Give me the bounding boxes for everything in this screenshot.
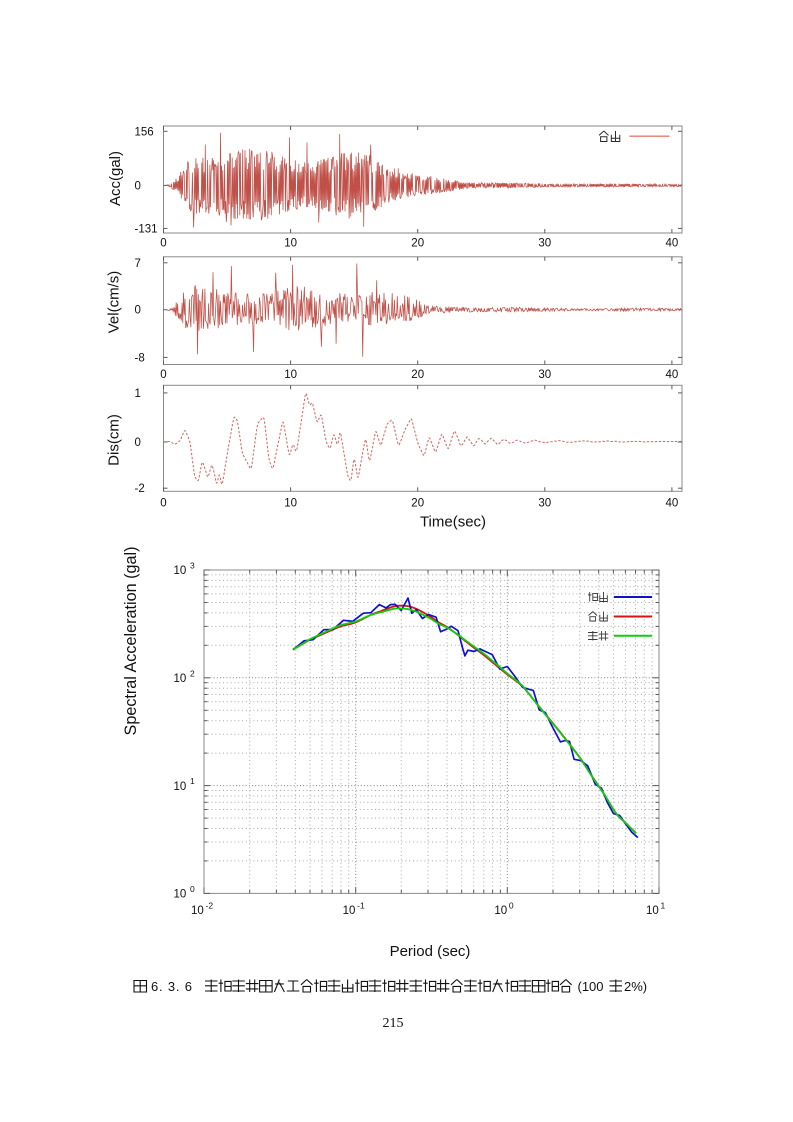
svg-text:0: 0 xyxy=(509,901,514,911)
svg-text:10: 10 xyxy=(284,369,297,381)
svg-text:40: 40 xyxy=(666,497,679,509)
svg-text:1: 1 xyxy=(135,388,141,400)
svg-text:1: 1 xyxy=(190,776,195,786)
svg-text:10: 10 xyxy=(174,565,187,577)
svg-text:-2: -2 xyxy=(206,901,214,911)
svg-text:2%): 2%) xyxy=(624,979,647,994)
svg-text:-1: -1 xyxy=(357,901,365,911)
svg-text:156: 156 xyxy=(135,126,154,138)
svg-text:2: 2 xyxy=(190,668,195,678)
svg-text:-8: -8 xyxy=(135,352,145,364)
svg-text:10: 10 xyxy=(284,238,297,250)
svg-text:-2: -2 xyxy=(135,483,145,495)
svg-text:Acc(gal): Acc(gal) xyxy=(107,151,124,206)
svg-text:40: 40 xyxy=(666,238,679,250)
svg-text:Spectral Acceleration (gal): Spectral Acceleration (gal) xyxy=(122,547,140,736)
svg-text:0: 0 xyxy=(135,180,141,192)
svg-text:40: 40 xyxy=(666,369,679,381)
svg-text:10: 10 xyxy=(191,905,204,917)
svg-text:Time(sec): Time(sec) xyxy=(420,514,486,531)
svg-text:0: 0 xyxy=(190,884,195,894)
svg-text:Dis(cm): Dis(cm) xyxy=(106,414,123,466)
svg-text:30: 30 xyxy=(538,497,551,509)
svg-text:0: 0 xyxy=(160,238,166,250)
svg-text:0: 0 xyxy=(160,369,166,381)
svg-text:Period (sec): Period (sec) xyxy=(390,943,471,960)
svg-text:10: 10 xyxy=(284,497,297,509)
svg-text:30: 30 xyxy=(538,369,551,381)
svg-text:10: 10 xyxy=(174,781,187,793)
svg-text:10: 10 xyxy=(174,889,187,901)
svg-text:30: 30 xyxy=(538,238,551,250)
svg-text:(100: (100 xyxy=(578,979,604,994)
svg-text:3: 3 xyxy=(190,561,195,571)
svg-text:7: 7 xyxy=(135,258,141,270)
svg-text:215: 215 xyxy=(383,1016,404,1031)
svg-text:20: 20 xyxy=(411,238,424,250)
svg-text:0: 0 xyxy=(135,305,141,317)
svg-text:10: 10 xyxy=(343,905,356,917)
svg-text:20: 20 xyxy=(411,497,424,509)
svg-text:Vel(cm/s): Vel(cm/s) xyxy=(106,271,123,334)
svg-text:10: 10 xyxy=(494,905,507,917)
svg-text:10: 10 xyxy=(646,905,659,917)
svg-text:1: 1 xyxy=(661,901,666,911)
svg-text:-131: -131 xyxy=(135,223,158,235)
svg-text:10: 10 xyxy=(174,673,187,685)
svg-text:20: 20 xyxy=(411,369,424,381)
svg-text:0: 0 xyxy=(160,497,166,509)
svg-text:0: 0 xyxy=(135,437,141,449)
svg-text:6. 3. 6: 6. 3. 6 xyxy=(151,979,193,994)
